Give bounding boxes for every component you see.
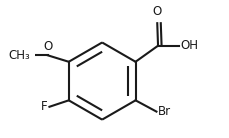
Text: O: O <box>43 40 52 53</box>
Text: OH: OH <box>180 39 198 52</box>
Text: CH₃: CH₃ <box>8 49 30 62</box>
Text: O: O <box>152 5 161 18</box>
Text: F: F <box>41 100 48 113</box>
Text: Br: Br <box>157 105 170 118</box>
